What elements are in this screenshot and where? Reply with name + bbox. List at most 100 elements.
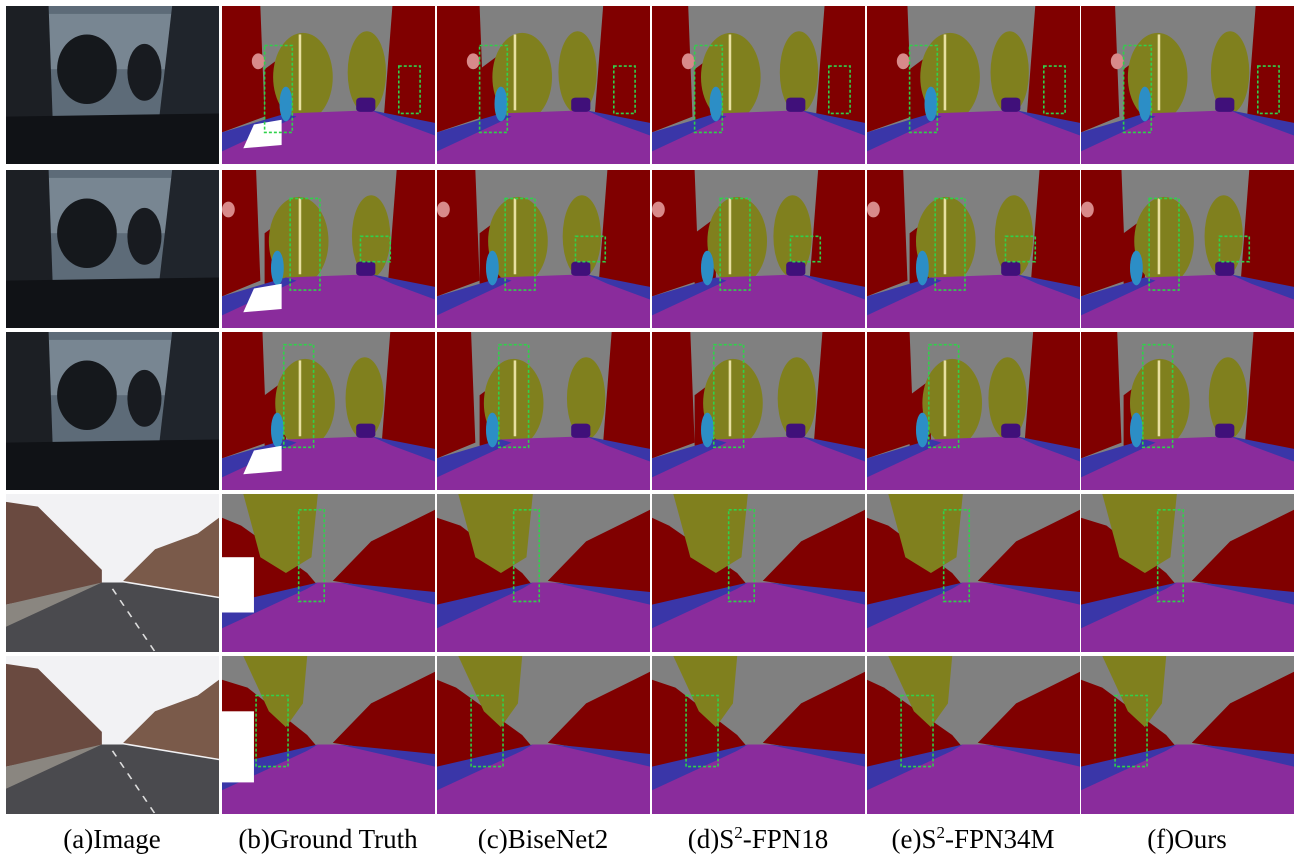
car xyxy=(786,424,805,438)
pedestrian xyxy=(1130,413,1143,448)
pedestrian xyxy=(271,413,284,448)
segmentation-map xyxy=(1081,6,1294,164)
sign xyxy=(867,202,880,218)
building xyxy=(1241,170,1294,293)
pedestrian xyxy=(710,87,723,122)
pole xyxy=(299,198,302,274)
building xyxy=(1081,170,1126,296)
pedestrian xyxy=(916,413,929,448)
tree xyxy=(707,197,767,285)
segmentation-map xyxy=(652,170,865,328)
input-image xyxy=(6,494,219,652)
car xyxy=(786,98,805,112)
sign xyxy=(437,202,450,218)
segmentation-map xyxy=(867,656,1080,814)
building xyxy=(1025,332,1080,455)
pedestrian xyxy=(925,87,938,122)
segmentation-map xyxy=(867,332,1080,490)
input-image xyxy=(6,332,219,490)
sign xyxy=(652,202,665,218)
caption: (a)Image xyxy=(63,824,160,854)
sign xyxy=(897,53,910,69)
segmentation-map xyxy=(1081,332,1294,490)
building xyxy=(652,332,695,458)
pedestrian xyxy=(1130,251,1143,286)
pole xyxy=(299,34,302,110)
segmentation-map xyxy=(1081,170,1294,328)
car xyxy=(356,262,375,276)
car xyxy=(1215,98,1234,112)
building xyxy=(222,332,267,458)
tree-silhouette xyxy=(57,360,117,430)
caption: (b)Ground Truth xyxy=(238,824,418,854)
pedestrian xyxy=(280,87,293,122)
segmentation-map xyxy=(222,6,435,164)
figure: (a)Image(b)Ground Truth(c)BiseNet2(d)S2-… xyxy=(0,0,1296,859)
caption-text: -FPN18 xyxy=(743,824,829,854)
building xyxy=(867,6,912,132)
tree xyxy=(922,359,982,447)
caption-text: (a)Image xyxy=(63,824,160,854)
pole xyxy=(729,360,732,436)
caption-text: (d)S xyxy=(688,824,735,854)
car xyxy=(1215,262,1234,276)
pole xyxy=(944,360,947,436)
caption-text: (b)Ground Truth xyxy=(238,824,418,854)
segmentation-map xyxy=(437,494,650,652)
building xyxy=(384,6,435,129)
segmentation-map xyxy=(437,170,650,328)
pole xyxy=(1158,34,1161,110)
caption-text: (e)S xyxy=(891,824,936,854)
pole xyxy=(1158,198,1161,274)
caption: (d)S2-FPN18 xyxy=(688,823,829,854)
caption-text: (c)BiseNet2 xyxy=(478,824,608,854)
page: {"captions": [ {"text": "(a)Image"}, {"t… xyxy=(0,0,1296,859)
car xyxy=(571,262,590,276)
segmentation-map xyxy=(222,332,435,490)
car xyxy=(786,262,805,276)
pole xyxy=(1158,360,1161,436)
building xyxy=(1031,170,1080,293)
road xyxy=(6,277,219,328)
building xyxy=(652,170,699,296)
sign xyxy=(222,202,235,218)
car xyxy=(356,424,375,438)
building xyxy=(222,170,260,296)
segmentation-map xyxy=(437,6,650,164)
image-grid xyxy=(6,6,1294,814)
segmentation-map xyxy=(867,170,1080,328)
car xyxy=(356,98,375,112)
building xyxy=(816,6,865,129)
input-image xyxy=(6,170,219,328)
unlabeled xyxy=(222,557,254,612)
superscript: 2 xyxy=(936,823,945,842)
tree-silhouette xyxy=(127,370,161,427)
pole xyxy=(514,360,517,436)
pole xyxy=(729,198,732,274)
building xyxy=(867,332,914,458)
pedestrian xyxy=(486,413,499,448)
tree-silhouette xyxy=(57,34,117,104)
input-image xyxy=(6,6,219,164)
caption: (f)Ours xyxy=(1147,824,1226,854)
road xyxy=(6,113,219,164)
pole xyxy=(514,198,517,274)
building xyxy=(814,332,865,455)
pedestrian xyxy=(495,87,508,122)
building xyxy=(599,170,650,293)
pedestrian xyxy=(1139,87,1152,122)
superscript: 2 xyxy=(734,823,743,842)
building xyxy=(1081,6,1119,132)
pole xyxy=(514,34,517,110)
car xyxy=(1215,424,1234,438)
segmentation-map xyxy=(437,332,650,490)
segmentation-map xyxy=(222,170,435,328)
building xyxy=(437,6,484,132)
segmentation-map xyxy=(437,656,650,814)
pole xyxy=(299,360,302,436)
sign xyxy=(682,53,695,69)
pedestrian xyxy=(701,413,714,448)
segmentation-map xyxy=(222,494,435,652)
car xyxy=(571,98,590,112)
building xyxy=(652,6,692,132)
